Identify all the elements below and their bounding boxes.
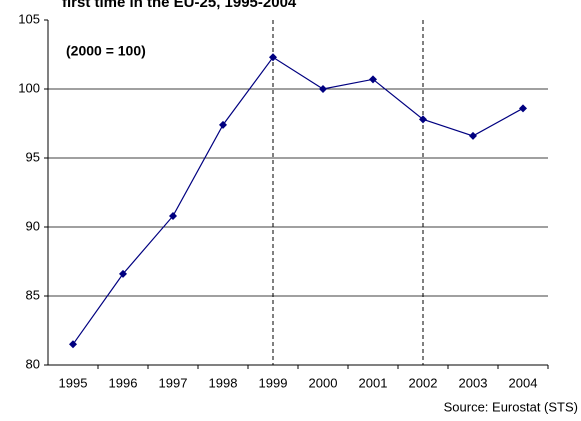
data-point xyxy=(269,53,277,62)
data-line xyxy=(72,56,524,345)
data-point xyxy=(319,85,327,93)
x-tick-label: 2001 xyxy=(359,375,388,390)
x-tick-label: 2002 xyxy=(409,375,438,390)
data-point xyxy=(419,115,427,124)
data-point xyxy=(119,269,127,278)
data-point xyxy=(369,75,377,84)
x-tick-label: 1996 xyxy=(109,375,138,390)
y-tick-label: 100 xyxy=(18,80,40,95)
chart-title: first time in the EU-25, 1995-2004 xyxy=(62,0,297,11)
y-tick-label: 105 xyxy=(18,11,40,26)
x-tick-label: 1995 xyxy=(59,375,88,390)
x-tick-label: 1998 xyxy=(209,375,238,390)
y-tick-label: 85 xyxy=(26,287,40,302)
data-point xyxy=(219,120,227,129)
y-tick-label: 80 xyxy=(26,356,40,371)
x-tick-label: 2003 xyxy=(459,375,488,390)
data-point xyxy=(169,211,177,220)
source-note: Source: Eurostat (STS) xyxy=(444,399,578,414)
data-point xyxy=(519,104,527,113)
x-tick-label: 2000 xyxy=(309,375,338,390)
x-tick-label: 1999 xyxy=(259,375,288,390)
data-point xyxy=(69,340,77,349)
y-tick-label: 90 xyxy=(26,218,40,233)
annotation: (2000 = 100) xyxy=(66,43,146,59)
y-tick-label: 95 xyxy=(26,149,40,164)
x-tick-label: 1997 xyxy=(159,375,188,390)
x-tick-label: 2004 xyxy=(509,375,538,390)
data-point xyxy=(469,131,477,140)
